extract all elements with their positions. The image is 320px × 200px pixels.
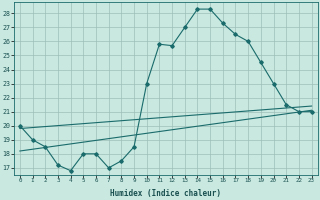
X-axis label: Humidex (Indice chaleur): Humidex (Indice chaleur)	[110, 189, 221, 198]
